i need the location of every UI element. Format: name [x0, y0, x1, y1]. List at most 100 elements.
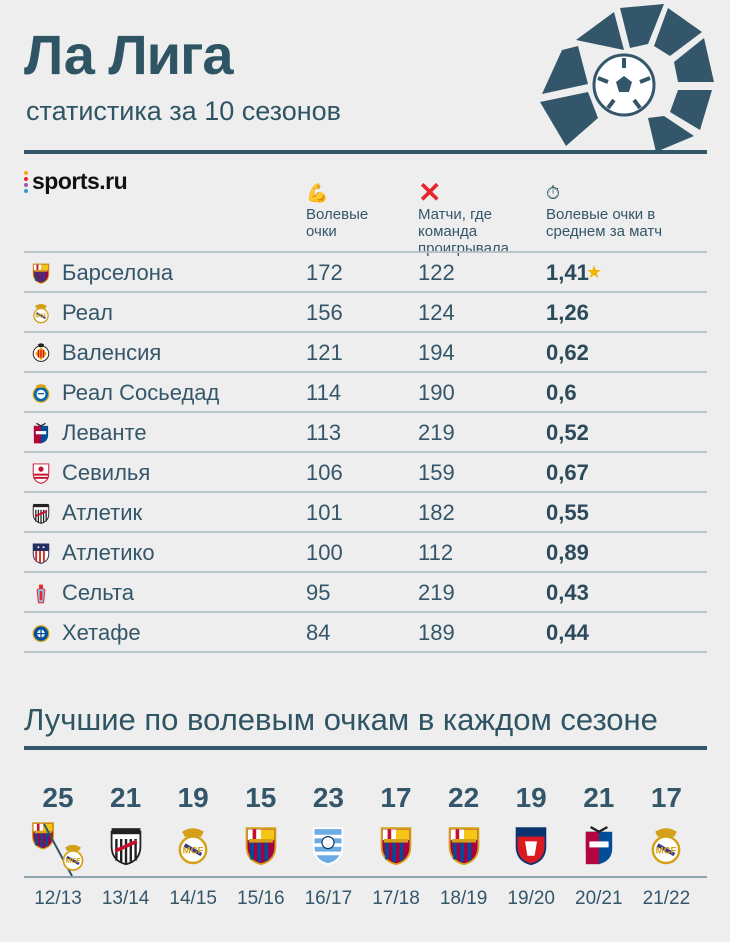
- matches-losing: 190: [418, 380, 455, 405]
- barcelona-crest-icon: [30, 262, 52, 284]
- table-row: Атлетико 100 112 0,89: [24, 531, 707, 571]
- sports-ru-logo: sports.ru: [24, 168, 128, 195]
- celta-crest-icon: [30, 582, 52, 604]
- table-row: Леванте 113 219 0,52: [24, 411, 707, 451]
- matches-losing: 194: [418, 340, 455, 365]
- team-name: Валенсия: [62, 340, 162, 365]
- season-value: 17: [650, 782, 682, 813]
- osasuna-crest-icon: [501, 818, 561, 878]
- comeback-points: 84: [306, 620, 331, 645]
- avg-points: 0,6: [546, 380, 577, 405]
- levante-crest-icon: [569, 818, 629, 878]
- team-name: Атлетик: [62, 500, 143, 525]
- barcelona-crest-icon: [434, 818, 494, 878]
- brand-text: sports.ru: [32, 168, 128, 194]
- col-head-lost-label: Матчи, где команда проигрывала: [418, 206, 510, 257]
- matches-losing: 112: [418, 540, 454, 565]
- barcelona-crest-icon: [231, 818, 291, 878]
- season-label: 14/15: [169, 888, 217, 909]
- avg-points: 0,67: [546, 460, 589, 485]
- table-row: Реал Сосьедад 114 190 0,6: [24, 371, 707, 411]
- matches-losing: 182: [418, 500, 455, 525]
- season-item: 22 18/19: [434, 782, 494, 910]
- col-head-lost: ✕ Матчи, где команда проигрывала: [418, 179, 538, 258]
- table-row: Хетафе 84 189 0,44: [24, 611, 707, 651]
- season-value: 19: [515, 782, 547, 813]
- season-label: 13/14: [101, 888, 150, 909]
- page-subtitle: статистика за 10 сезонов: [26, 96, 342, 126]
- season-label: 21/22: [642, 888, 691, 909]
- season-value: 21: [583, 782, 615, 813]
- comeback-points: 113: [306, 420, 342, 445]
- brand-dots-icon: [24, 170, 28, 193]
- comeback-points: 114: [306, 380, 342, 405]
- avg-points: 0,52: [546, 420, 589, 445]
- comeback-points: 106: [306, 460, 343, 485]
- malaga-crest-icon: [298, 818, 358, 878]
- comeback-points: 101: [306, 500, 343, 525]
- season-item: 25 MCF 12/13: [28, 782, 88, 910]
- col-head-points-label: Волевые очки: [306, 206, 369, 240]
- seasons-title: Лучшие по волевым очкам в каждом сезоне: [24, 702, 658, 737]
- season-item: 21 20/21: [569, 782, 629, 910]
- season-label: 17/18: [372, 888, 420, 909]
- comeback-points: 100: [306, 540, 343, 565]
- season-item: 17 MCF 21/22: [636, 782, 696, 910]
- svg-text:MCF: MCF: [35, 314, 46, 320]
- avg-points: 0,44: [546, 620, 589, 645]
- season-label: 18/19: [439, 888, 488, 909]
- real-madrid-crest-icon: MCF: [163, 818, 223, 878]
- comeback-points: 156: [306, 300, 343, 325]
- team-name: Севилья: [62, 460, 151, 485]
- team-name: Сельта: [62, 580, 135, 605]
- season-item: 19 MCF 14/15: [163, 782, 223, 910]
- col-head-avg-label: Волевые очки в среднем за матч: [546, 206, 663, 240]
- real-sociedad-crest-icon: [30, 382, 52, 404]
- season-item: 23 16/17: [298, 782, 358, 910]
- comeback-points: 121: [306, 340, 343, 365]
- season-item: 19 19/20: [501, 782, 561, 910]
- barcelona-real-split-icon: MCF: [28, 818, 88, 878]
- avg-points: 0,62: [546, 340, 589, 365]
- athletic-crest-icon: [96, 818, 156, 878]
- comeback-points: 95: [306, 580, 331, 605]
- seasons-bottom-rule: [24, 876, 707, 878]
- team-name: Леванте: [62, 420, 147, 445]
- team-name: Атлетико: [62, 540, 155, 565]
- team-name: Хетафе: [62, 620, 141, 645]
- svg-text:MCF: MCF: [183, 845, 204, 856]
- avg-points: 0,55: [546, 500, 589, 525]
- athletic-crest-icon: [30, 502, 52, 524]
- matches-losing: 219: [418, 420, 455, 445]
- levante-crest-icon: [30, 422, 52, 444]
- team-name: Барселона: [62, 260, 174, 285]
- season-value: 23: [312, 782, 344, 813]
- season-value: 15: [245, 782, 277, 813]
- avg-points: 1,41: [546, 260, 589, 285]
- table-row: Сельта 95 219 0,43: [24, 571, 707, 611]
- season-value: 22: [448, 782, 480, 813]
- table-row: Валенсия 121 194 0,62: [24, 331, 707, 371]
- real-madrid-crest-icon: MCF: [636, 818, 696, 878]
- header-rule: [24, 150, 707, 154]
- matches-losing: 159: [418, 460, 455, 485]
- barcelona-crest-icon: [366, 818, 426, 878]
- season-value: 19: [177, 782, 209, 813]
- svg-text:MCF: MCF: [66, 858, 81, 865]
- avg-points: 1,26: [546, 300, 589, 325]
- real-madrid-crest-icon: MCF: [30, 302, 52, 324]
- table-row: Севилья 106 159 0,67: [24, 451, 707, 491]
- season-label: 16/17: [304, 888, 353, 909]
- table-bottom-rule: [24, 651, 707, 653]
- season-item: 21 13/14: [96, 782, 156, 910]
- avg-points: 0,89: [546, 540, 589, 565]
- season-label: 20/21: [575, 888, 623, 909]
- season-item: 15 15/16: [231, 782, 291, 910]
- stopwatch-icon: ⏱: [546, 183, 561, 203]
- table-row: Атлетик 101 182 0,55: [24, 491, 707, 531]
- team-name: Реал Сосьедад: [62, 380, 220, 405]
- seasons-rule: [24, 746, 707, 750]
- season-label: 15/16: [237, 888, 285, 909]
- page-title: Ла Лига: [24, 23, 234, 86]
- team-name: Реал: [62, 300, 114, 325]
